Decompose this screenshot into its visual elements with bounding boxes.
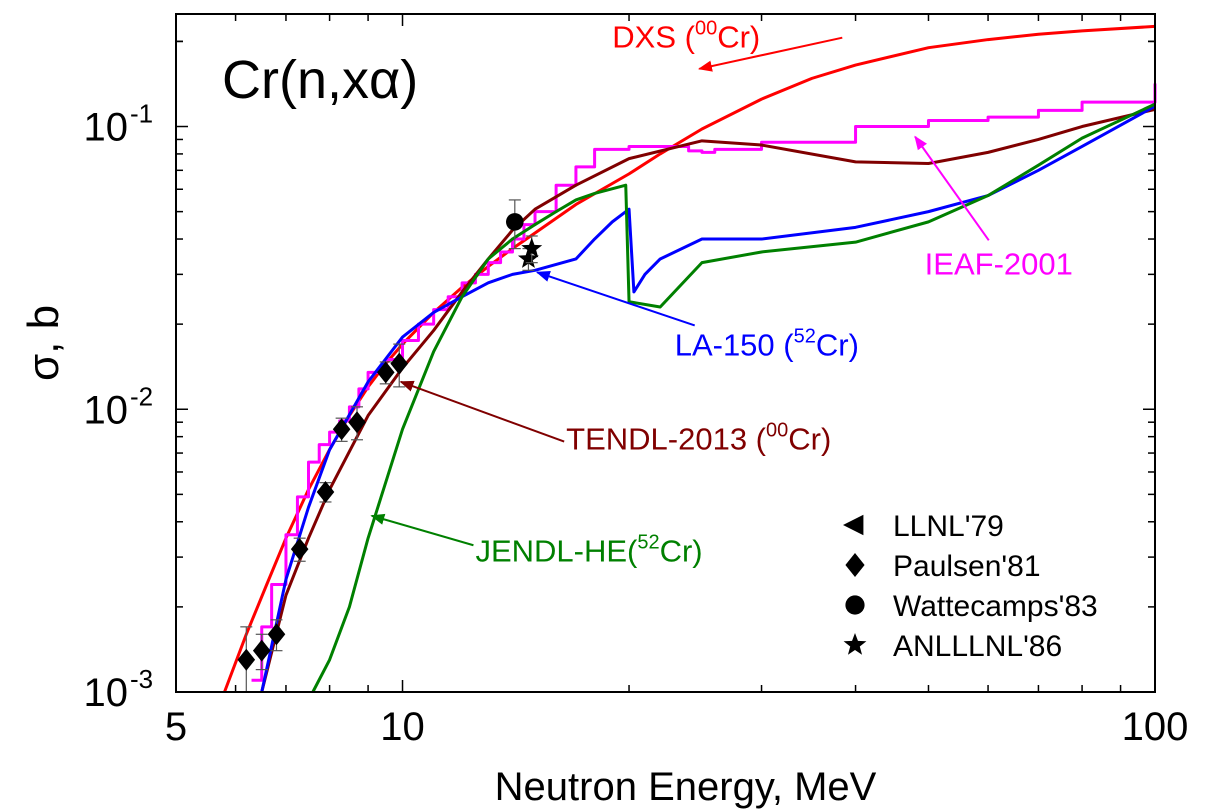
marker-diamond [290, 538, 309, 561]
marker-diamond [332, 418, 351, 441]
marker-diamond [252, 639, 271, 662]
series-label: LA-150 (52Cr) [675, 325, 859, 362]
legend-label: ANLLLNL'86 [893, 630, 1062, 663]
marker-circle [506, 213, 524, 231]
marker-diamond [348, 411, 366, 434]
legend-label: Paulsen'81 [893, 550, 1041, 583]
y-tick-label: 10 [84, 671, 129, 715]
marker-circle [845, 595, 865, 615]
marker-star [517, 247, 539, 268]
marker-diamond [237, 648, 256, 671]
tick-group [175, 14, 1156, 693]
legend-label: LLNL'79 [893, 510, 1004, 543]
y-tick-label-exponent: -3 [130, 664, 153, 694]
x-tick-label: 10 [380, 705, 425, 749]
x-tick-label: 5 [165, 705, 187, 749]
marker-triangle-left [843, 514, 864, 536]
y-tick-label-exponent: -2 [130, 381, 153, 411]
series-line-jendl-he-cr [311, 102, 1156, 693]
x-tick-label: 100 [1122, 705, 1189, 749]
y-tick-label-exponent: -1 [130, 99, 153, 129]
chart-title: Cr(n,xα) [222, 50, 418, 110]
plot-frame [175, 13, 1156, 693]
annotation-arrow [535, 271, 696, 327]
marker-diamond [267, 623, 286, 646]
marker-diamond [390, 352, 409, 375]
legend: LLNL'79 Paulsen'81 Wattecamps'83 ANLLLNL'86 [843, 510, 1098, 663]
annotation-arrow [370, 513, 474, 547]
series-label: IEAF-2001 [925, 246, 1073, 281]
y-tick-label: 10 [84, 106, 129, 150]
x-axis-label: Neutron Energy, MeV [495, 765, 877, 809]
marker-diamond [376, 361, 395, 384]
annotation-arrow [399, 380, 565, 443]
experimental-group [237, 199, 543, 692]
series-label: TENDL-2013 (00Cr) [566, 420, 831, 457]
y-tick-label: 10 [84, 388, 129, 432]
legend-label: Wattecamps'83 [893, 590, 1098, 623]
annotation-arrow [914, 135, 990, 241]
annotation-arrow [697, 36, 843, 72]
series-line-tendl-2013-cr [260, 107, 1156, 693]
series-label: JENDL-HE(52Cr) [475, 531, 702, 568]
marker-star [843, 633, 867, 655]
marker-diamond [845, 553, 865, 577]
series-label: DXS (00Cr) [612, 18, 760, 55]
marker-star [521, 237, 543, 258]
y-axis-label: σ, b [19, 305, 68, 381]
series-line-la-150-cr [260, 104, 1156, 693]
marker-diamond [316, 480, 335, 503]
